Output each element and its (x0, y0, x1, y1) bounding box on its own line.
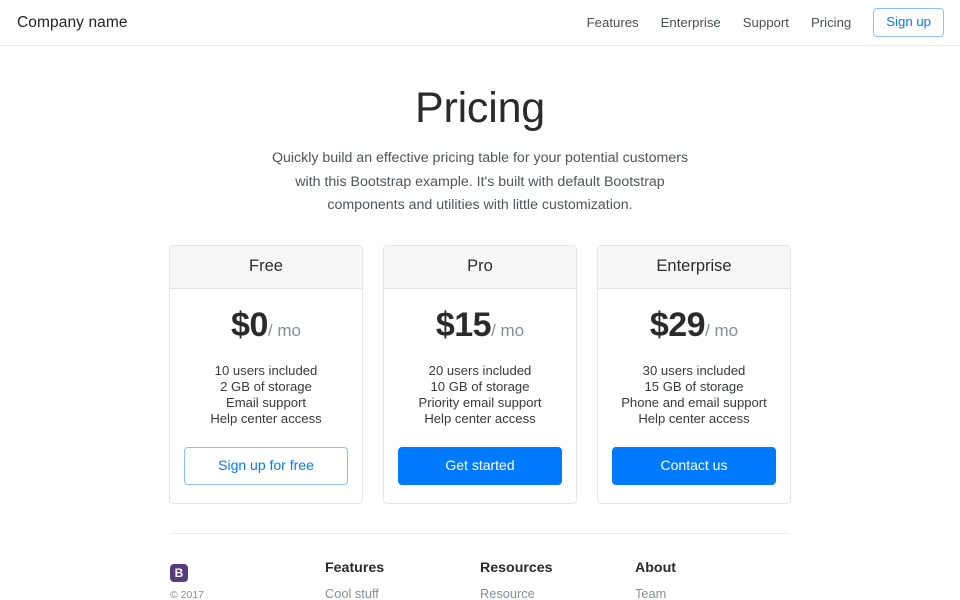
feature-item: Help center access (210, 411, 322, 427)
sign-up-button[interactable]: Sign up (873, 8, 944, 37)
feature-item: 20 users included (428, 362, 532, 378)
plan-price: $0/ mo (184, 305, 348, 344)
card-body: $29/ mo 30 users included 15 GB of stora… (598, 289, 790, 503)
nav-item-enterprise[interactable]: Enterprise (660, 14, 721, 30)
footer-link[interactable]: Resource (480, 585, 535, 600)
plan-cta-button-free[interactable]: Sign up for free (184, 447, 348, 485)
plan-cta-button-pro[interactable]: Get started (398, 447, 562, 485)
plan-feature-list: 20 users included 10 GB of storage Prior… (398, 363, 562, 428)
footer-column-about: About Team Locations Privacy Terms (635, 560, 790, 600)
feature-item: 10 GB of storage (430, 378, 530, 394)
list-item: Team (635, 585, 790, 600)
feature-item: Phone and email support (621, 395, 767, 411)
footer-link-list: Cool stuff Random feature Team feature S… (325, 585, 480, 600)
card-header: Enterprise (598, 245, 790, 289)
price-amount: $0 (231, 305, 268, 344)
copyright-text: © 2017 (170, 588, 205, 600)
plan-price: $29/ mo (612, 305, 776, 344)
feature-item: 2 GB of storage (220, 378, 312, 394)
plan-name: Enterprise (656, 256, 732, 275)
price-period: / mo (267, 320, 301, 340)
footer-column-title: Resources (480, 559, 553, 576)
primary-navigation: Features Enterprise Support Pricing Sign… (576, 8, 944, 37)
price-amount: $29 (649, 305, 706, 344)
card-header: Pro (384, 245, 576, 289)
page-description: Quickly build an effective pricing table… (271, 150, 689, 214)
feature-item: 15 GB of storage (644, 378, 744, 394)
card-body: $15/ mo 20 users included 10 GB of stora… (384, 289, 576, 503)
feature-item: Help center access (424, 411, 536, 427)
price-period: / mo (491, 320, 525, 340)
card-header: Free (170, 245, 362, 289)
brand-link[interactable]: Company name (17, 13, 128, 31)
nav-item-features[interactable]: Features (586, 14, 639, 30)
footer-link-list: Resource Resource name Another resource … (480, 585, 635, 600)
feature-item: 30 users included (642, 362, 746, 378)
footer-column-resources: Resources Resource Resource name Another… (480, 560, 635, 600)
feature-item: Email support (225, 395, 307, 411)
nav-item-pricing[interactable]: Pricing (810, 14, 852, 30)
price-amount: $15 (435, 305, 492, 344)
pricing-card-free: Free $0/ mo 10 users included 2 GB of st… (169, 244, 363, 504)
pricing-card-pro: Pro $15/ mo 20 users included 10 GB of s… (383, 244, 577, 504)
plan-name: Pro (467, 256, 493, 275)
footer-column-title: Features (325, 559, 385, 576)
hero-section: Pricing Quickly build an effective prici… (0, 46, 960, 218)
feature-item: Priority email support (418, 395, 542, 411)
feature-item: 10 users included (214, 362, 318, 378)
plan-price: $15/ mo (398, 305, 562, 344)
feature-item: Help center access (638, 411, 750, 427)
footer-column-title: About (635, 559, 676, 576)
nav-item-support[interactable]: Support (742, 14, 789, 30)
plan-feature-list: 30 users included 15 GB of storage Phone… (612, 363, 776, 428)
plan-cta-button-enterprise[interactable]: Contact us (612, 447, 776, 485)
site-footer: B © 2017 Features Cool stuff Random feat… (170, 532, 790, 600)
page-title: Pricing (414, 84, 546, 132)
pricing-card-enterprise: Enterprise $29/ mo 30 users included 15 … (597, 244, 791, 504)
footer-link[interactable]: Team (635, 585, 667, 600)
card-body: $0/ mo 10 users included 2 GB of storage… (170, 289, 362, 503)
footer-link-list: Team Locations Privacy Terms (635, 585, 790, 600)
pricing-card-deck: Free $0/ mo 10 users included 2 GB of st… (0, 244, 960, 504)
footer-link[interactable]: Cool stuff (325, 585, 379, 600)
list-item: Cool stuff (325, 585, 480, 600)
list-item: Resource (480, 585, 635, 600)
bootstrap-logo-icon: B (170, 563, 188, 582)
plan-name: Free (249, 256, 283, 275)
footer-brand: B © 2017 (170, 560, 325, 600)
price-period: / mo (705, 320, 739, 340)
plan-feature-list: 10 users included 2 GB of storage Email … (184, 363, 348, 428)
site-header: Company name Features Enterprise Support… (0, 0, 960, 46)
footer-column-features: Features Cool stuff Random feature Team … (325, 560, 480, 600)
